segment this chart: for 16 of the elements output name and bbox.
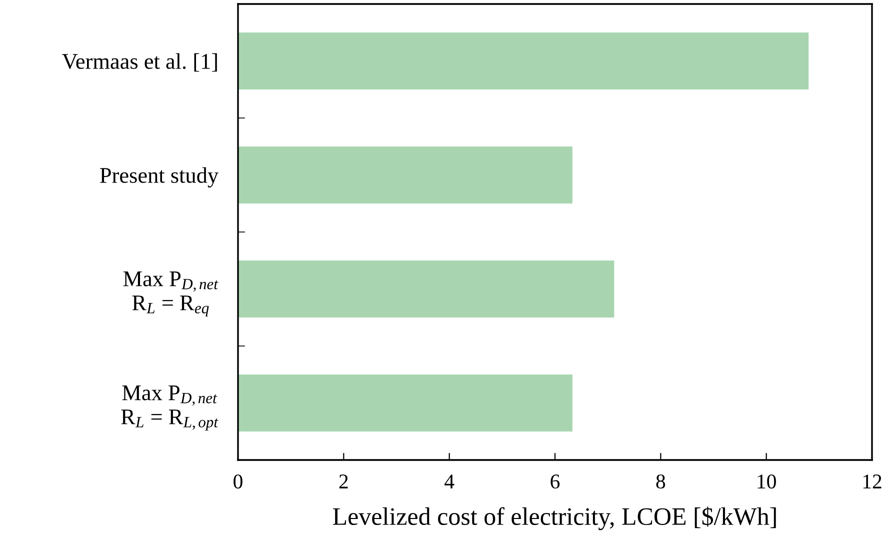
category-label: Max P$_{D,net}$ R$_{L}$ = R$_{L,opt}$ xyxy=(121,386,218,431)
x-tick-label: 2 xyxy=(339,474,348,488)
bar xyxy=(238,260,614,318)
x-tick-label: 8 xyxy=(656,474,666,489)
x-tick-label: 10 xyxy=(758,474,776,489)
bar xyxy=(238,146,572,204)
bar xyxy=(238,32,809,90)
x-axis-title: Levelized cost of electricity, LCOE [$/kWh] xyxy=(333,506,776,530)
x-tick-label: 6 xyxy=(550,474,560,489)
y-tick-label: Vermaas et al. [1] xyxy=(62,53,217,72)
bar xyxy=(238,374,572,432)
category-label: Max P$_{D,net}$ R$_{L}$ = R$_{eq}$ xyxy=(123,272,218,317)
x-tick-label: 0 xyxy=(234,474,242,489)
y-tick-label: Present study xyxy=(100,167,218,188)
x-tick-label: 4 xyxy=(444,474,454,488)
x-tick-label: 12 xyxy=(863,474,882,488)
